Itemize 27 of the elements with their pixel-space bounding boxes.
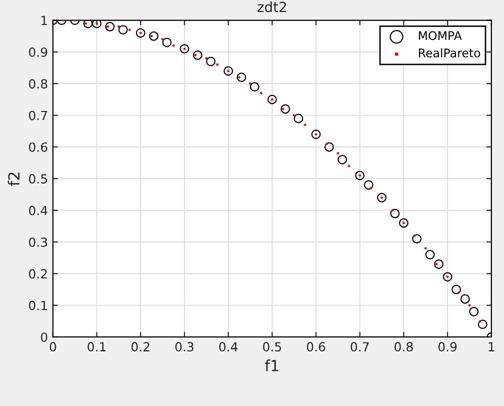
y-tick-label: 0.1 <box>29 300 47 310</box>
x-tick-label: 0.1 <box>88 342 106 352</box>
y-tick-label: 0.6 <box>29 142 48 152</box>
chart-title: zdt2 <box>258 1 286 12</box>
x-tick-label: 0.9 <box>438 342 457 352</box>
x-axis-title: f1 <box>264 359 278 372</box>
x-tick-label: 0.7 <box>350 342 369 352</box>
x-tick-label: 0.4 <box>219 342 238 352</box>
y-axis-title: f2 <box>8 172 20 186</box>
x-tick-label: 0.3 <box>175 342 194 352</box>
y-tick-label: 0.4 <box>29 206 48 216</box>
legend-label: MOMPA <box>418 31 462 40</box>
x-tick-label: 0 <box>50 342 56 352</box>
x-tick-label: 0.6 <box>306 342 326 352</box>
y-tick-label: 0.8 <box>29 79 48 89</box>
y-tick-label: 0.7 <box>29 110 47 120</box>
y-tick-label: 0.9 <box>29 47 48 57</box>
y-tick-label: 0.3 <box>29 237 48 247</box>
legend-label: RealPareto <box>418 48 480 58</box>
y-tick-label: 0.5 <box>29 174 47 184</box>
y-tick-label: 0.2 <box>29 269 47 279</box>
y-tick-label: 0 <box>40 332 48 342</box>
x-tick-label: 1 <box>488 342 494 352</box>
x-tick-label: 0.8 <box>394 342 413 352</box>
x-tick-label: 0.2 <box>132 342 150 352</box>
y-tick-label: 1 <box>41 16 47 26</box>
x-tick-label: 0.5 <box>263 342 282 352</box>
